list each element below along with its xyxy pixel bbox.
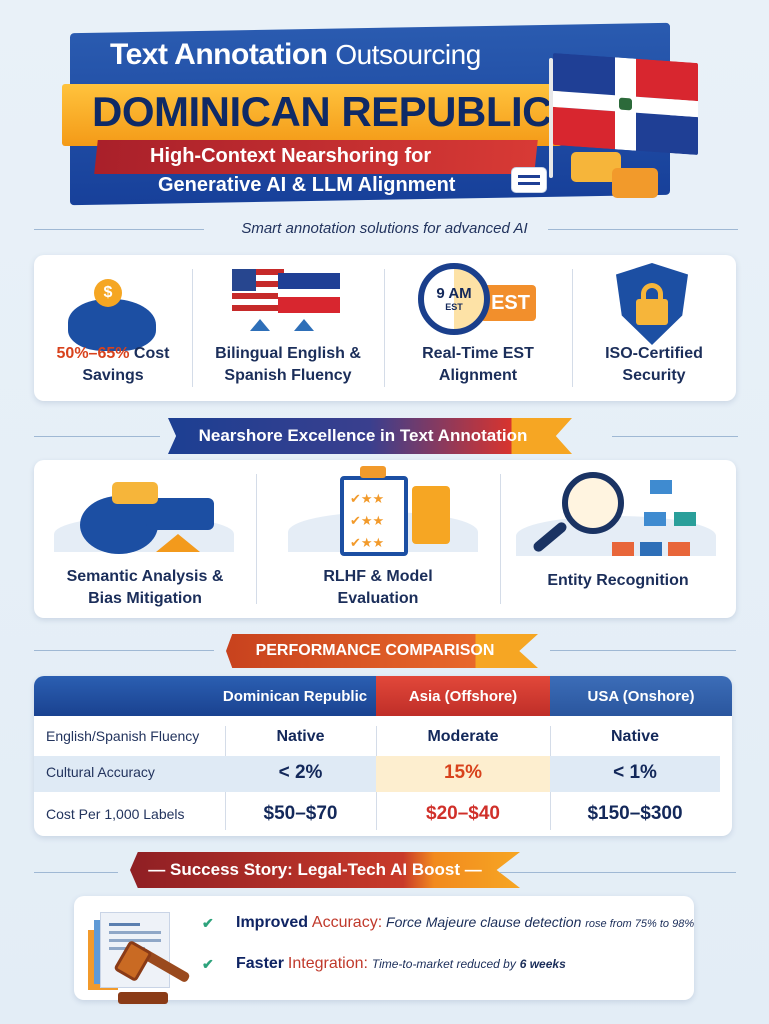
benefit-est-alignment: Real-Time EST Alignment [422,345,534,384]
flag-pole [549,58,553,178]
table-header-usa: USA (Onshore) [550,676,732,716]
service-entity-recognition: Entity Recognition [547,572,689,589]
benefit-cost-savings: 50%–65% Cost Savings [56,345,170,384]
divider [34,229,204,230]
gavel-document-icon [84,906,194,1006]
shield-lock-icon [616,263,688,345]
table-header-blank [34,676,214,716]
magnifier-graph-icon [516,466,716,562]
benefit-bilingual: Bilingual English & Spanish Fluency [215,345,361,384]
header-subtitle-2: Generative AI & LLM Alignment [158,174,456,196]
chat-bubble-icon [612,168,658,198]
service-semantic-analysis: Semantic Analysis & Bias Mitigation [66,568,224,607]
comparison-table: Dominican Republic Asia (Offshore) USA (… [34,676,732,836]
checklist-rating-icon: ✔★★ ✔★★ ✔★★ [288,466,478,556]
divider [548,229,738,230]
services-card: Semantic Analysis & Bias Mitigation ✔★★ ✔★… [34,460,736,618]
header-subtitle-1: High-Context Nearshoring for [150,145,432,167]
table-header-dr: Dominican Republic [214,676,376,716]
check-icon: ✔ [202,915,214,931]
story-item-integration: Faster Integration: Time-to-market reduc… [236,955,566,972]
flags-icon [232,269,344,341]
divider [34,650,214,651]
clock-icon: EST 9 AM EST [418,263,548,339]
dominican-flag-icon [553,52,698,156]
story-item-accuracy: Improved Accuracy: Force Majeure clause … [236,914,695,931]
tagline: Smart annotation solutions for advanced … [241,220,528,237]
header-title: Text Annotation Outsourcing [110,38,481,71]
header-gold-band [62,84,562,146]
service-rlhf: RLHF & Model Evaluation [323,568,433,607]
services-banner: Nearshore Excellence in Text Annotation [168,418,572,454]
piggy-bank-icon: $ [60,277,160,351]
benefit-iso-security: ISO-Certified Security [605,345,703,384]
header-country: DOMINICAN REPUBLIC [92,88,553,135]
divider [34,436,160,437]
check-icon: ✔ [202,956,214,972]
divider [612,436,738,437]
story-card [74,896,694,1000]
chat-bubble-icon [511,167,547,193]
brain-chat-icon [54,474,234,554]
divider [550,650,736,651]
story-banner: — Success Story: Legal-Tech AI Boost — [130,852,520,888]
table-header-asia: Asia (Offshore) [376,676,550,716]
benefits-card: $ 50%–65% Cost Savings Bilingual English … [34,255,736,401]
divider [34,872,118,873]
comparison-banner: PERFORMANCE COMPARISON [226,634,538,668]
divider [500,872,736,873]
